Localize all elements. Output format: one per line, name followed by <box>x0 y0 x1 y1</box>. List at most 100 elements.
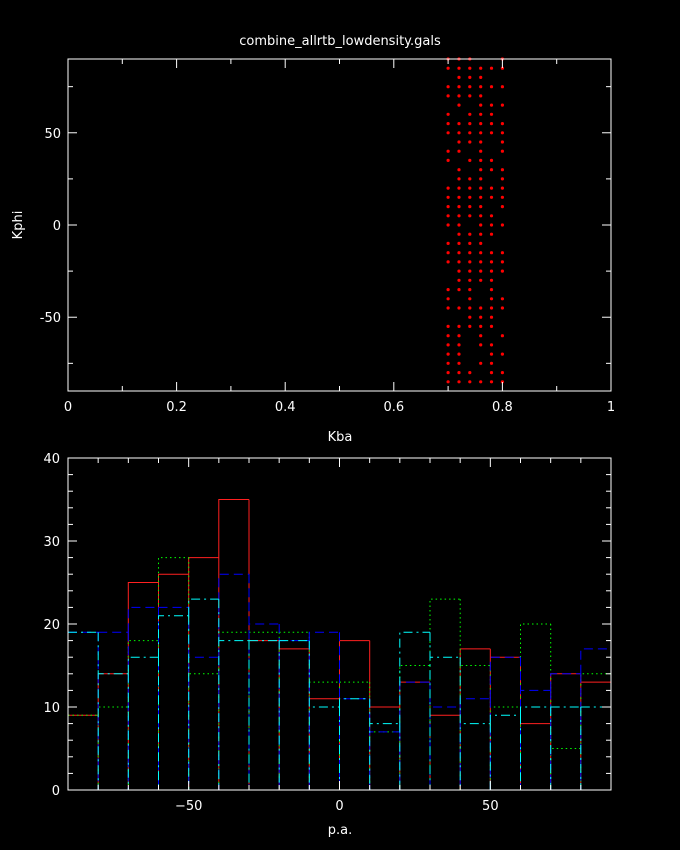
scatter-point <box>479 260 483 264</box>
scatter-point <box>479 251 483 255</box>
scatter-point <box>457 122 461 126</box>
scatter-point <box>457 149 461 153</box>
scatter-point <box>479 149 483 153</box>
scatter-point <box>468 158 472 162</box>
scatter-point <box>468 112 472 116</box>
scatter-point <box>468 269 472 273</box>
scatter-point <box>479 66 483 70</box>
scatter-point <box>468 297 472 301</box>
scatter-point <box>446 306 450 310</box>
scatter-point <box>446 214 450 218</box>
scatter-point <box>468 306 472 310</box>
scatter-point <box>479 205 483 209</box>
scatter-point <box>446 85 450 89</box>
scatter-point <box>479 112 483 116</box>
scatter-plot: 0 0.2 0.4 0.6 0.8 1 -50 0 50 Kba Kphi <box>11 57 615 445</box>
histogram-x-tick-label: 0 <box>335 799 343 814</box>
scatter-point <box>457 85 461 89</box>
scatter-point <box>457 306 461 310</box>
scatter-point <box>468 195 472 199</box>
scatter-point <box>489 260 494 264</box>
scatter-point <box>457 343 461 347</box>
histogram-x-tick-label: 50 <box>482 799 499 814</box>
scatter-point <box>446 186 450 190</box>
scatter-point <box>457 205 461 209</box>
scatter-point <box>500 122 504 126</box>
scatter-point <box>489 361 494 365</box>
scatter-point <box>500 371 504 375</box>
scatter-point <box>446 241 450 245</box>
scatter-point <box>457 260 461 264</box>
scatter-point <box>457 288 461 292</box>
scatter-point <box>457 352 461 356</box>
scatter-point <box>489 324 494 328</box>
scatter-point <box>457 214 461 218</box>
scatter-point <box>489 186 494 190</box>
scatter-point <box>468 380 472 384</box>
scatter-point <box>500 168 504 172</box>
scatter-point <box>468 241 472 245</box>
scatter-point <box>479 168 483 172</box>
scatter-point <box>479 223 483 227</box>
scatter-point <box>500 223 504 227</box>
scatter-point <box>479 361 483 365</box>
scatter-point <box>479 195 483 199</box>
scatter-point <box>479 94 483 98</box>
histogram-x-label: p.a. <box>328 823 352 838</box>
scatter-point <box>468 371 472 375</box>
histogram-ticks: −50 0 50 0 10 20 30 40 <box>43 452 611 814</box>
scatter-point <box>489 195 494 199</box>
scatter-point <box>457 278 461 282</box>
scatter-point <box>489 232 494 236</box>
figure-title: combine_allrtb_lowdensity.gals <box>239 34 441 49</box>
scatter-point <box>500 334 504 338</box>
scatter-point <box>479 380 483 384</box>
scatter-point <box>489 131 494 135</box>
scatter-point <box>500 251 504 255</box>
scatter-point <box>446 324 450 328</box>
scatter-point <box>479 278 483 282</box>
scatter-point <box>479 241 483 245</box>
scatter-point <box>500 205 504 209</box>
scatter-point <box>457 103 461 107</box>
scatter-x-tick-label: 0.4 <box>275 400 296 415</box>
scatter-point <box>457 251 461 255</box>
scatter-point <box>468 94 472 98</box>
scatter-point <box>468 205 472 209</box>
scatter-point <box>446 94 450 98</box>
scatter-point <box>489 251 494 255</box>
scatter-point <box>479 232 483 236</box>
scatter-point <box>489 352 494 356</box>
histogram-y-tick-label: 10 <box>43 701 60 716</box>
scatter-point <box>446 343 450 347</box>
scatter-point <box>489 380 494 384</box>
scatter-point <box>446 251 450 255</box>
scatter-point <box>479 140 483 144</box>
scatter-point <box>457 324 461 328</box>
scatter-point <box>468 140 472 144</box>
scatter-point <box>479 343 483 347</box>
scatter-x-tick-label: 0.8 <box>492 400 513 415</box>
scatter-point <box>479 306 483 310</box>
scatter-point <box>500 131 504 135</box>
scatter-x-tick-label: 0 <box>64 400 72 415</box>
scatter-point <box>446 334 450 338</box>
scatter-point <box>489 371 494 375</box>
scatter-point <box>446 122 450 126</box>
scatter-point <box>489 158 494 162</box>
scatter-point <box>457 241 461 245</box>
scatter-point <box>489 343 494 347</box>
scatter-point <box>500 269 504 273</box>
scatter-point <box>489 214 494 218</box>
scatter-point <box>479 122 483 126</box>
scatter-y-label: Kphi <box>11 211 26 240</box>
scatter-point <box>479 75 483 79</box>
scatter-point <box>468 260 472 264</box>
scatter-point <box>489 278 494 282</box>
scatter-point <box>500 149 504 153</box>
scatter-point <box>446 112 450 116</box>
scatter-point <box>500 85 504 89</box>
scatter-point <box>489 85 494 89</box>
scatter-point <box>468 186 472 190</box>
